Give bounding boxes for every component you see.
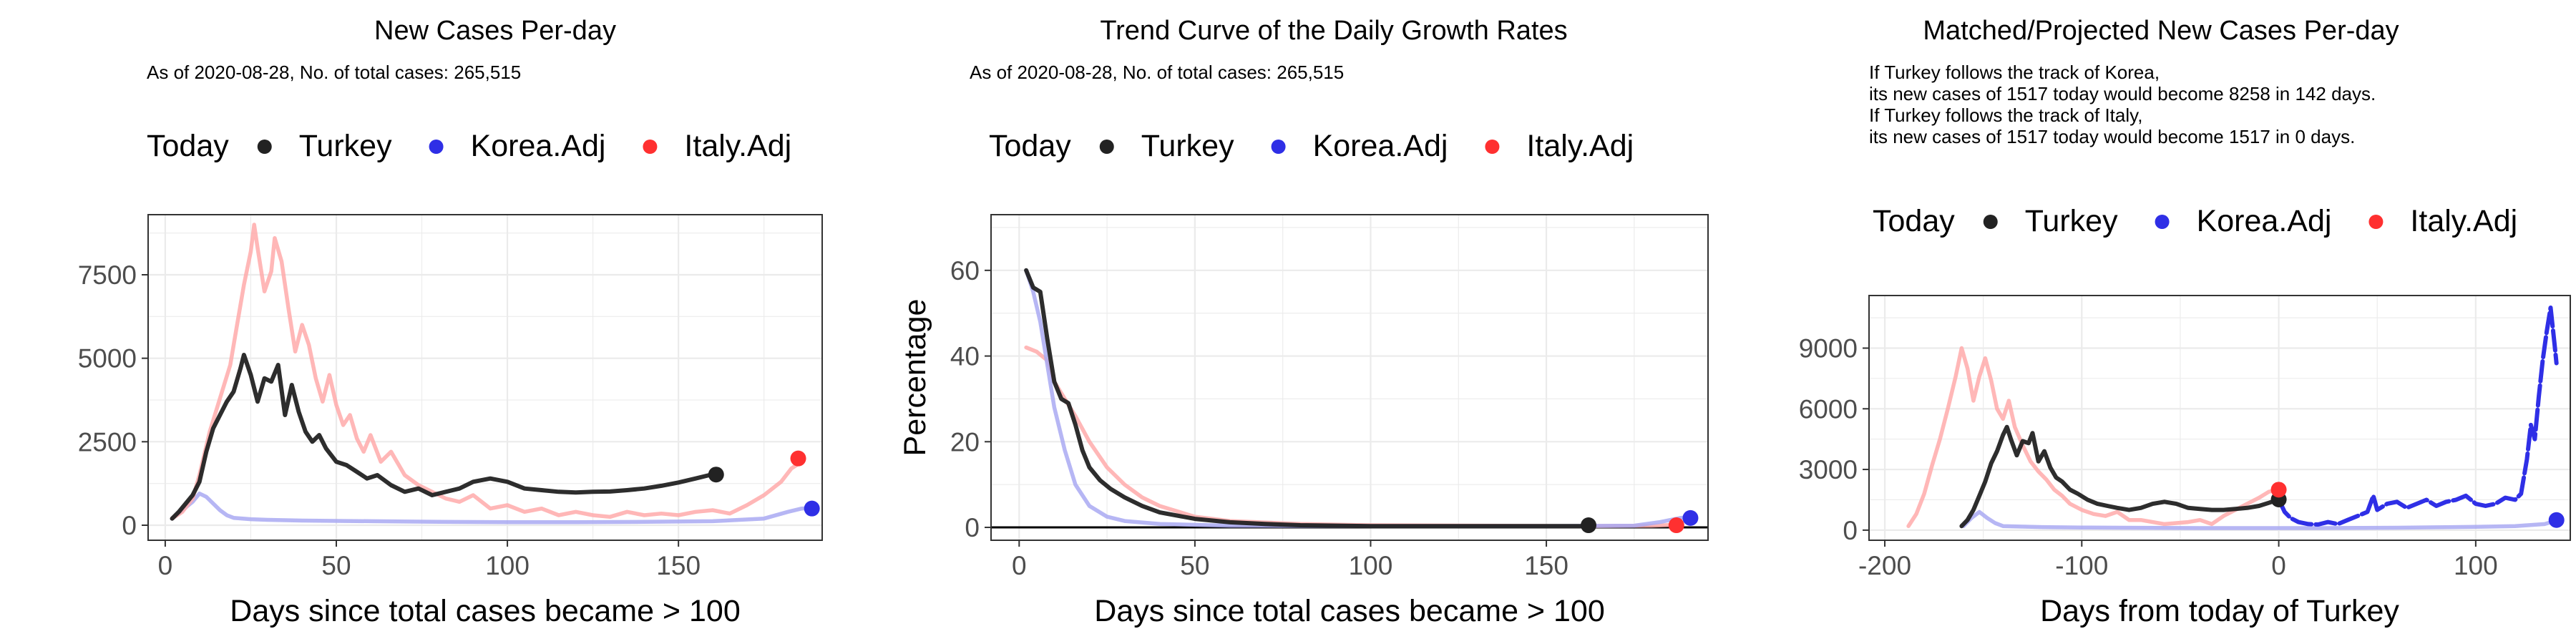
- panel-1-x-tick-label: 150: [656, 551, 701, 580]
- panel-1-title: New Cases Per-day: [374, 16, 616, 46]
- panel-1-series-italy-adj-faded: [170, 223, 804, 521]
- panel-1-grid: [148, 215, 822, 540]
- panel-2-y-axis-label: Percentage: [898, 299, 932, 457]
- panel-1-x-tick-label: 100: [485, 551, 530, 580]
- panel-1-series-korea-adj-faded: [170, 491, 814, 525]
- panel-2-legend-label-italy-adj: Italy.Adj: [1526, 129, 1634, 163]
- panel-1-y-tick-label: 5000: [78, 344, 137, 374]
- panel-2-legend-label-turkey: Turkey: [1141, 129, 1234, 163]
- panel-3-series-italy-adj-faded: [1906, 346, 2281, 528]
- panel-2-x-axis-label: Days since total cases became > 100: [1094, 594, 1604, 628]
- panel-3-series-korea-adj-faded: [1961, 509, 2559, 530]
- panel-3-x-tick-label: 0: [2271, 551, 2286, 580]
- panel-2-y-tick-label: 60: [950, 256, 980, 286]
- panel-1-today-point-italy-adj: [790, 450, 806, 467]
- panel-3-legend: Today Turkey Korea.Adj Italy.Adj: [1873, 204, 2517, 238]
- panel-1-x-axis-label: Days since total cases became > 100: [230, 594, 740, 628]
- panel-2-y-tick-label: 0: [965, 513, 980, 542]
- panel-2-x-tick-label: 100: [1349, 551, 1393, 580]
- panel-3-today-point-korea-adj: [2548, 512, 2565, 528]
- panel-2-today-point-korea-adj: [1682, 509, 1699, 526]
- panel-3-x-axis-label: Days from today of Turkey: [2040, 594, 2399, 628]
- panel-2-title: Trend Curve of the Daily Growth Rates: [1100, 16, 1567, 46]
- panel-3-x-tick-label: -100: [2055, 551, 2108, 580]
- panel-2-x-tick-label: 50: [1180, 551, 1209, 580]
- panel-3-border: [1868, 295, 2571, 541]
- panel-3-group: Matched/Projected New Cases Per-day If Tu…: [1799, 16, 2571, 628]
- panel-3-y-tick-label: 9000: [1799, 333, 1858, 363]
- panel-2-series-turkey-solid: [1024, 268, 1591, 529]
- panel-1-border: [147, 214, 823, 541]
- panel-1-x-tick-label: 50: [321, 551, 351, 580]
- panel-2-y-tick-label: 40: [950, 342, 980, 371]
- panel-2-y-tick-label: 20: [950, 427, 980, 457]
- panel-2-legend-marker-turkey: [1099, 140, 1114, 154]
- panel-3-legend-marker-korea-adj: [2155, 215, 2170, 229]
- panel-1-group: New Cases Per-day As of 2020-08-28, No. o…: [78, 16, 823, 628]
- panel-3-legend-label-turkey: Turkey: [2025, 204, 2118, 238]
- panel-1-legend-marker-italy-adj: [643, 140, 658, 154]
- panel-2-subtitle: As of 2020-08-28, No. of total cases: 26…: [970, 62, 1344, 83]
- panel-1-x-tick-label: 0: [158, 551, 173, 580]
- panel-2-series-korea-adj-faded: [1024, 268, 1693, 528]
- panel-2-border: [990, 214, 1709, 541]
- panel-3-annotation-line: If Turkey follows the track of Italy,: [1869, 104, 2142, 126]
- panel-3-annotation-line: If Turkey follows the track of Korea,: [1869, 62, 2160, 83]
- panel-3-legend-label-italy-adj: Italy.Adj: [2410, 204, 2517, 238]
- panel-3-annotation-line: its new cases of 1517 today would become…: [1869, 83, 2376, 104]
- panel-3-legend-marker-turkey: [1983, 215, 1998, 229]
- panel-1-y-tick-label: 2500: [78, 427, 137, 457]
- panel-3-y-tick-label: 6000: [1799, 394, 1858, 424]
- panel-2-legend-marker-italy-adj: [1485, 140, 1500, 154]
- panel-3-today-point-italy-adj: [2270, 482, 2287, 498]
- panel-2-legend-label-korea-adj: Korea.Adj: [1313, 129, 1448, 163]
- panel-2-x-tick-label: 150: [1524, 551, 1568, 580]
- panel-2-today-point-italy-adj: [1668, 517, 1684, 534]
- panel-1-subtitle: As of 2020-08-28, No. of total cases: 26…: [147, 62, 521, 83]
- panel-3-legend-label-korea-adj: Korea.Adj: [2197, 204, 2332, 238]
- panel-2-legend-title: Today: [989, 129, 1071, 163]
- panel-3-annotation-line: its new cases of 1517 today would become…: [1869, 126, 2355, 147]
- panel-2-today-point-turkey: [1581, 517, 1596, 534]
- panel-1-legend: Today Turkey Korea.Adj Italy.Adj: [147, 129, 791, 163]
- panel-2-plot-area: [991, 215, 1708, 540]
- panel-1-legend-label-turkey: Turkey: [299, 129, 392, 163]
- panel-3-series-korea-adj-dashed: [2276, 306, 2559, 527]
- panel-1-legend-title: Today: [147, 129, 229, 163]
- panel-2-group: Trend Curve of the Daily Growth Rates As …: [898, 16, 1709, 628]
- panel-1-series-turkey-solid: [170, 353, 718, 521]
- panel-1-data: [170, 223, 820, 525]
- panel-3-y-tick-label: 3000: [1799, 455, 1858, 484]
- panel-1-today-point-korea-adj: [804, 500, 820, 517]
- panel-1-today-point-turkey: [708, 467, 724, 483]
- panel-3-series-turkey-solid: [1959, 424, 2281, 529]
- panel-2-x-tick-label: 0: [1012, 551, 1027, 580]
- panel-3-grid: [1869, 296, 2570, 540]
- panel-3-x-tick-label: -200: [1858, 551, 1911, 580]
- panel-2-legend: Today Turkey Korea.Adj Italy.Adj: [989, 129, 1634, 163]
- panel-3-y-tick-label: 0: [1843, 516, 1858, 545]
- panel-3-x-tick-label: 100: [2454, 551, 2498, 580]
- panel-1-legend-marker-korea-adj: [429, 140, 444, 154]
- panel-1-y-tick-label: 0: [122, 511, 137, 540]
- panel-3-title: Matched/Projected New Cases Per-day: [1923, 16, 2399, 46]
- panel-1-legend-marker-turkey: [257, 140, 272, 154]
- panel-3-data: [1906, 306, 2565, 530]
- panel-1-legend-label-korea-adj: Korea.Adj: [471, 129, 606, 163]
- panel-1-legend-label-italy-adj: Italy.Adj: [684, 129, 791, 163]
- panel-3-legend-title: Today: [1873, 204, 1955, 238]
- panel-2-legend-marker-korea-adj: [1271, 140, 1286, 154]
- panel-3-legend-marker-italy-adj: [2368, 215, 2384, 229]
- panel-1-y-tick-label: 7500: [78, 260, 137, 290]
- panel-2-data: [991, 268, 1708, 534]
